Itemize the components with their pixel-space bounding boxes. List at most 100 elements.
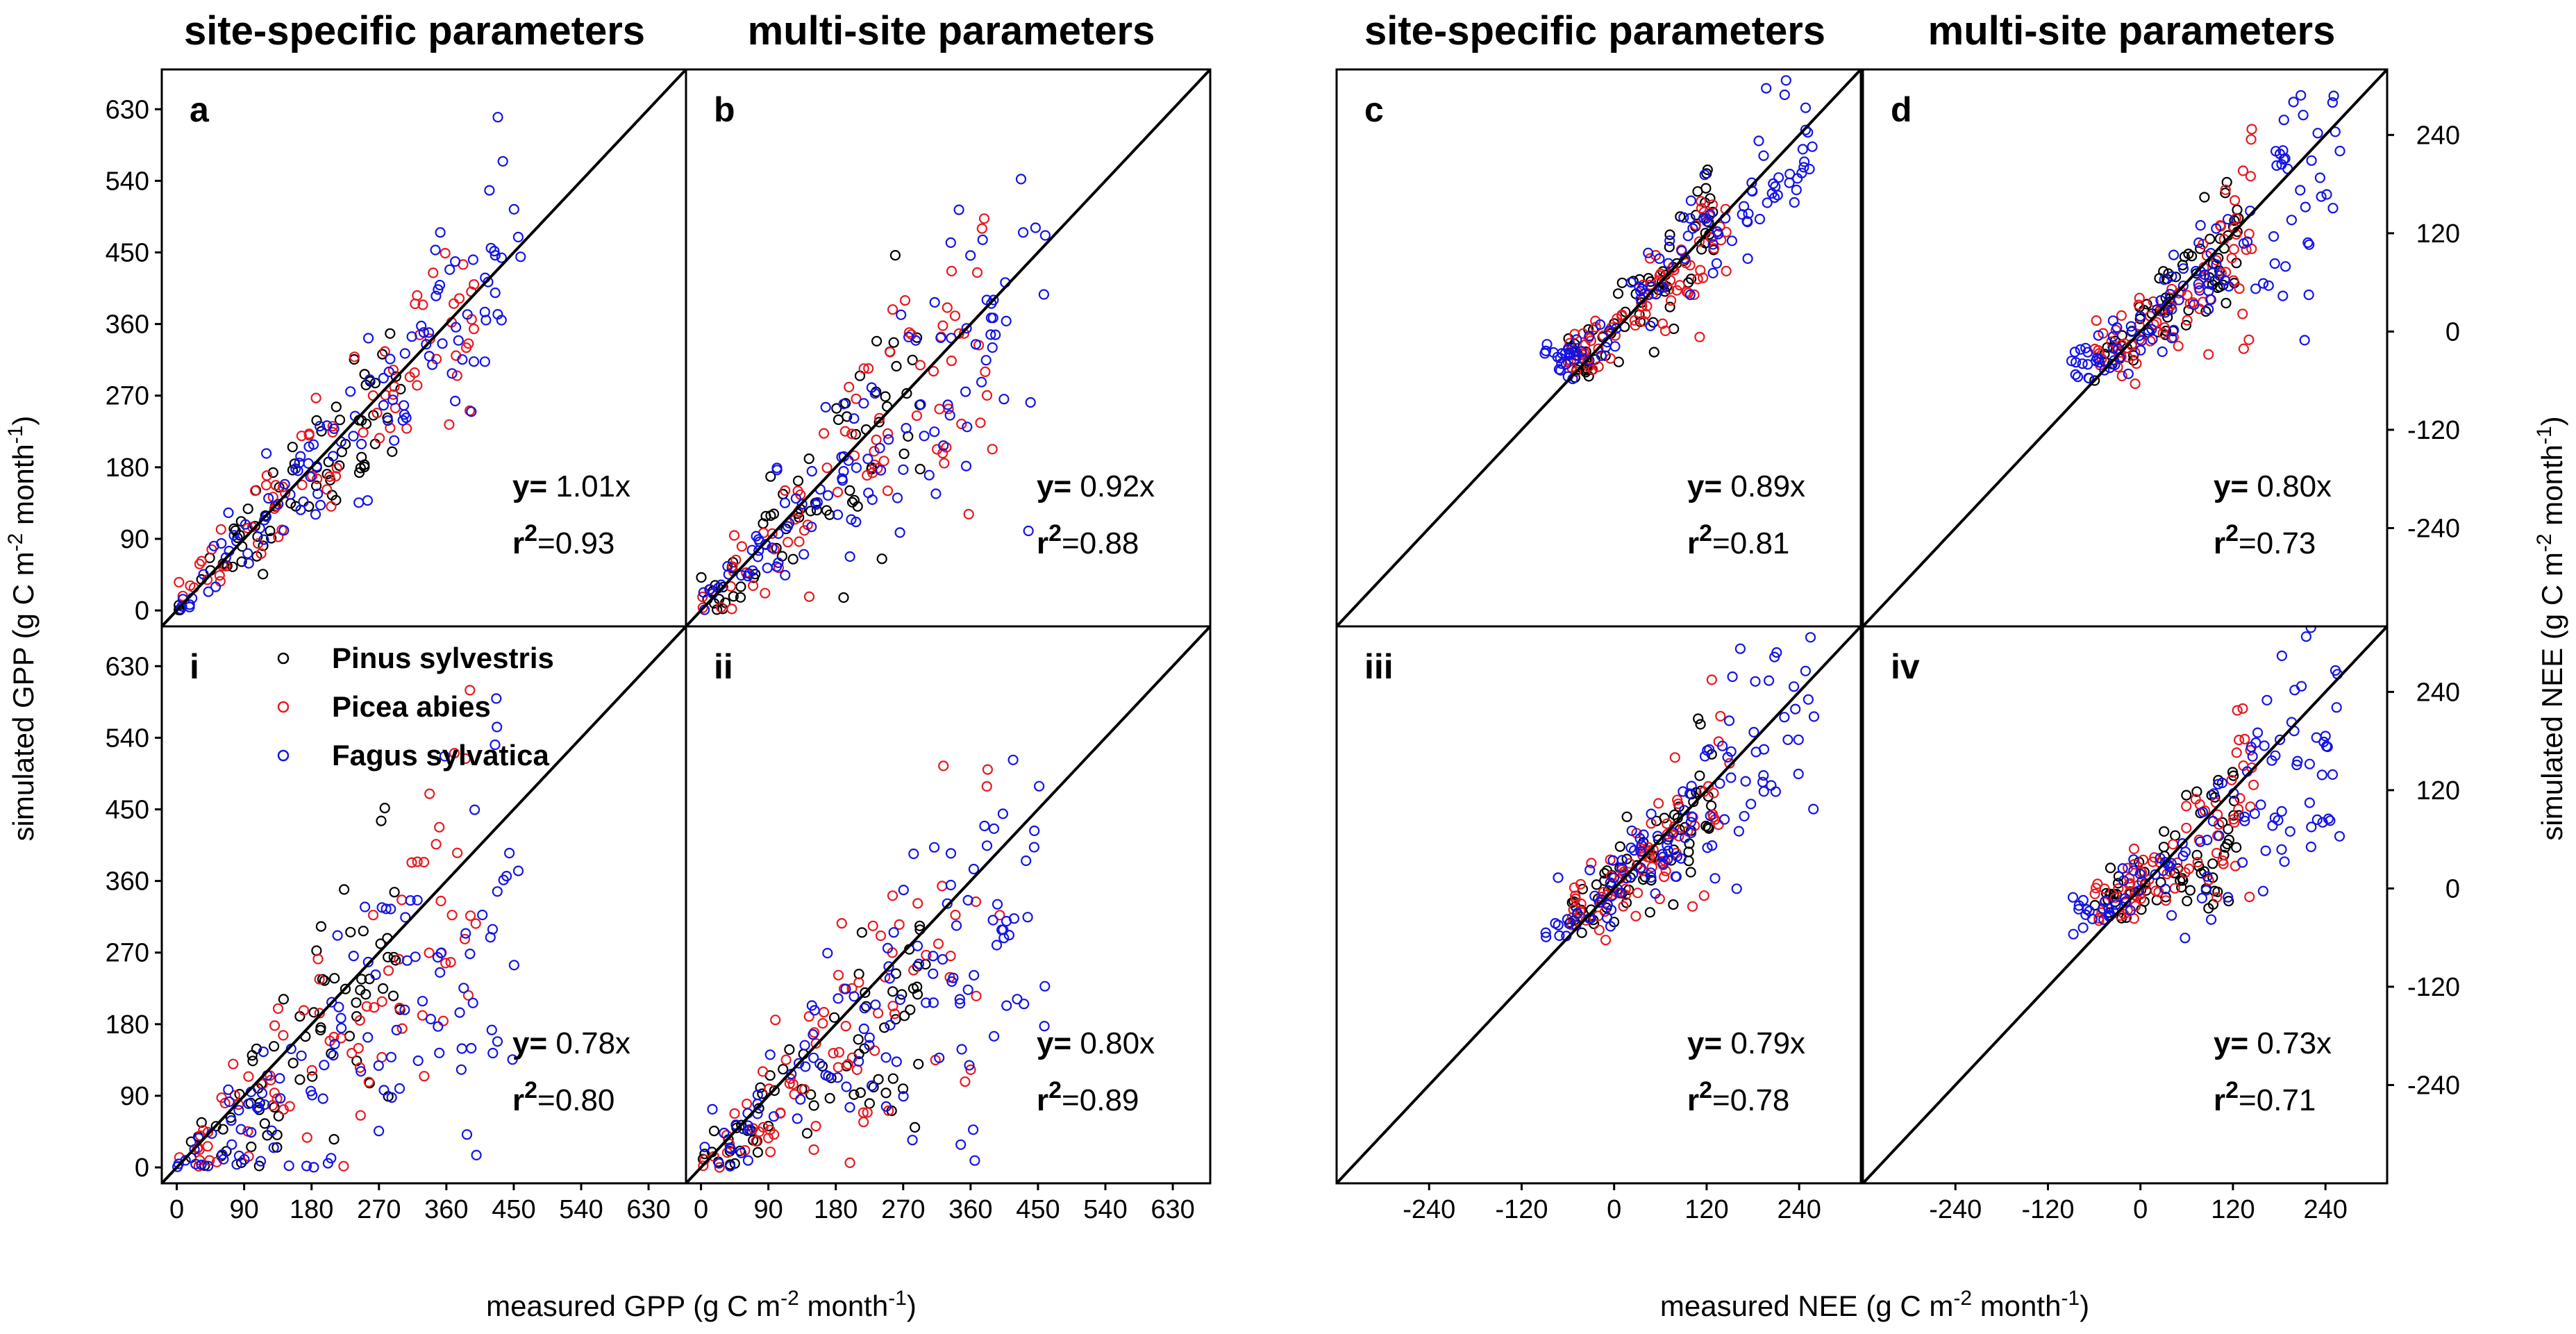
data-point [858,1117,869,1128]
data-point [296,431,307,442]
data-point [1553,872,1564,883]
data-point [2083,372,2094,383]
data-point [2259,740,2270,751]
data-point [970,339,982,350]
data-point [271,500,282,512]
data-point [2107,331,2118,342]
data-point [908,965,919,976]
data-point [423,327,435,338]
data-point [1659,871,1670,883]
data-point [348,431,359,442]
data-point [2211,255,2222,266]
data-point [375,938,386,949]
data-point [964,1060,975,1071]
data-point [833,1062,844,1073]
data-point [969,969,980,981]
data-point [851,462,862,474]
data-point [2205,233,2216,244]
data-point [2191,849,2202,861]
data-point [1727,671,1738,683]
data-point [942,302,953,313]
data-point [822,490,834,501]
data-point [503,847,515,859]
data-point [976,376,987,387]
regression-equation: y= 0.78x [512,1026,630,1060]
data-point [466,1042,477,1054]
data-point [2099,883,2110,894]
data-point [784,1078,795,1090]
data-point [962,422,973,433]
data-point [2196,892,2207,904]
data-point [2258,278,2269,289]
data-point [1737,209,1748,220]
data-point [914,920,926,931]
data-point [2229,795,2240,807]
data-point [2169,883,2180,894]
data-point [2223,214,2234,225]
data-point [2128,865,2139,876]
data-point [390,371,401,382]
data-point [490,739,501,751]
data-point [1694,770,1705,781]
regression-equation: y= 1.01x [512,469,630,503]
data-point [1681,286,1692,297]
data-point [914,463,926,475]
data-point [344,1031,356,1042]
data-point [2113,883,2124,894]
data-point [190,1158,201,1169]
data-point [1001,315,1012,326]
data-point [863,362,874,374]
data-point [998,394,1010,405]
data-point [2271,160,2282,171]
data-point [362,333,374,344]
data-point [817,1017,828,1029]
x-tick-label: -240 [1403,1195,1455,1224]
data-point [870,999,881,1010]
data-point [2181,790,2192,801]
data-point [838,399,849,410]
data-point [735,581,746,592]
data-point [928,997,939,1008]
data-point [1596,350,1607,361]
data-point [1593,361,1604,372]
x-tick-label: 90 [230,1195,259,1224]
data-point [699,1149,710,1160]
legend: Pinus sylvestris Picea abies Fagus sylvati… [277,642,554,772]
data-point [2233,803,2244,815]
data-point [910,335,921,346]
data-point [954,994,965,1005]
data-point [2098,328,2109,339]
data-point [1616,277,1628,288]
data-point [1584,331,1595,342]
data-point [1779,89,1790,101]
data-point [2316,769,2327,781]
data-point [2134,292,2145,303]
r-squared: r2=0.88 [1037,520,1139,560]
data-point [2320,731,2331,742]
data-point [2077,358,2088,369]
data-point [2180,319,2192,331]
data-point [1683,847,1694,858]
data-point [1684,289,1696,301]
data-point [296,479,308,490]
data-point [2193,237,2205,249]
data-point [449,256,461,267]
data-point [394,1002,405,1014]
data-point [1707,840,1718,851]
data-point [832,486,844,498]
y-tick-label: 240 [2416,121,2460,150]
x-tick-label: -120 [1495,1195,1548,1224]
x-tick-label: 450 [1016,1195,1060,1224]
data-point [1662,828,1673,840]
data-point [1678,786,1689,797]
data-point [780,485,791,497]
data-point [334,415,346,426]
data-point [1796,167,1807,178]
data-point [355,985,366,996]
data-point [1724,758,1735,769]
data-point [792,1113,803,1124]
data-point [888,337,899,348]
data-point [486,1024,497,1035]
data-point [833,993,844,1004]
panel-label: i [190,647,199,686]
